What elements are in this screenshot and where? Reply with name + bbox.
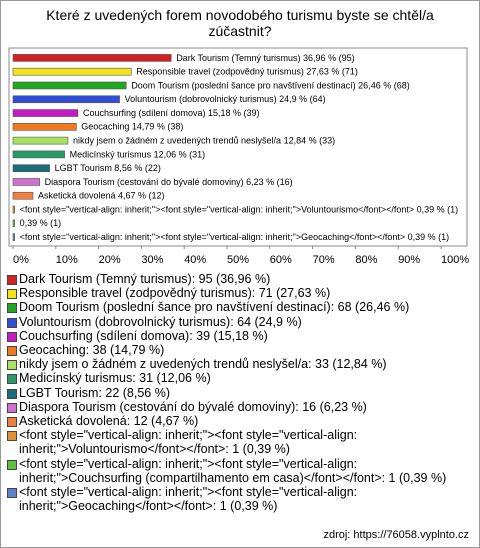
x-tick-label: 100% [441,254,469,266]
bar [12,81,127,90]
bar-label: LGBT Tourism 8,56 % (22) [55,163,161,173]
legend-label: <font style="vertical-align: inherit;"><… [19,485,358,514]
bar [12,233,15,241]
x-tick-label: 80% [355,254,377,266]
legend-swatch [7,402,17,413]
legend-item: Dark Tourism (Temný turismus): 95 (36,96… [7,272,469,286]
legend-item: Doom Tourism (poslední šance pro navštív… [7,300,469,314]
bar-label: Geocaching 14,79 % (38) [81,122,183,132]
bar-label: Asketická dovolená 4,67 % (12) [38,191,165,201]
bar-label: Voluntourism (dobrovolnický turismus) 24… [125,94,326,104]
x-tick-label: 60% [270,254,292,266]
legend-label: Asketická dovolená: 12 (4,67 %) [19,414,199,429]
bar [12,164,50,172]
bar [12,150,65,159]
source: zdroj: https://76058.vyplnto.cz [323,529,469,541]
legend-swatch [7,388,17,399]
plot-frame [8,47,468,247]
legend-label: Dark Tourism (Temný turismus): 95 (36,96… [19,272,271,286]
legend: Dark Tourism (Temný turismus): 95 (36,96… [7,272,469,513]
bar [12,95,120,104]
legend-item: <font style="vertical-align: inherit;"><… [7,428,469,456]
legend-swatch [7,317,17,328]
bar-label: <font style="vertical-align: inherit;"><… [20,204,459,214]
x-tick-label: 40% [184,254,206,266]
x-tick-label: 90% [398,254,420,266]
legend-item: Voluntourism (dobrovolnický turismus): 6… [7,315,469,329]
legend-label: Responsible travel (zodpovědný turismus)… [19,286,331,301]
bar [12,178,40,186]
legend-label: LGBT Tourism: 22 (8,56 %) [19,385,170,400]
bar-label: Doom Tourism (poslední šance pro navštív… [131,80,409,90]
bar [12,123,77,131]
bar-label: nikdy jsem o žádném z uvedených trendů n… [73,135,335,145]
legend-swatch [7,374,17,385]
x-tick-label: 20% [99,254,121,266]
legend-item: Responsible travel (zodpovědný turismus)… [7,286,469,300]
legend-label: Medicínský turismus: 31 (12,06 %) [19,371,211,386]
x-tick-label: 70% [313,254,335,266]
bar [12,109,79,117]
bar [12,219,15,228]
legend-swatch [7,417,17,428]
bar-label: Couchsurfing (sdílení domova) 15,18 % (3… [83,108,260,118]
legend-item: Geocaching: 38 (14,79 %) [7,343,469,357]
legend-label: Couchsurfing (sdílení domova): 39 (15,18… [19,328,268,343]
legend-swatch [7,431,17,442]
legend-label: Doom Tourism (poslední šance pro navštív… [19,300,410,315]
bar [12,205,15,214]
legend-item: <font style="vertical-align: inherit;"><… [7,485,469,513]
legend-label: Geocaching: 38 (14,79 %) [19,343,165,358]
legend-swatch [7,346,17,357]
legend-label: Diaspora Tourism (cestování do bývalé do… [19,399,367,414]
legend-swatch [7,289,17,300]
bar-label: Diaspora Tourism (cestování do bývalé do… [45,177,293,187]
bar [12,67,132,76]
legend-swatch [7,275,17,285]
bar-label: Dark Tourism (Temný turismus) 36,96 % (9… [176,53,354,63]
legend-item: Couchsurfing (sdílení domova): 39 (15,18… [7,329,469,343]
x-tick-label: 10% [56,254,78,266]
bar [12,191,34,200]
legend-item: Medicínský turismus: 31 (12,06 %) [7,371,469,385]
bar [12,54,172,62]
legend-item: <font style="vertical-align: inherit;"><… [7,457,469,485]
bar-label: <font style="vertical-align: inherit;"><… [20,232,450,242]
chart-title: Které z uvedených forem novodobého turis… [46,7,434,39]
legend-item: LGBT Tourism: 22 (8,56 %) [7,386,469,400]
legend-swatch [7,488,17,499]
x-tick-label: 0% [13,254,29,266]
bar-label: 0,39 % (1) [20,218,62,228]
legend-swatch [7,360,17,371]
legend-item: nikdy jsem o žádném z uvedených trendů n… [7,357,469,371]
x-tick-label: 30% [141,254,163,266]
legend-item: Asketická dovolená: 12 (4,67 %) [7,414,469,428]
legend-label: Voluntourism (dobrovolnický turismus): 6… [19,314,302,329]
bar-label: Responsible travel (zodpovědný turismus)… [136,67,358,77]
x-tick-label: 50% [227,254,249,266]
legend-swatch [7,303,17,314]
legend-label: <font style="vertical-align: inherit;"><… [19,456,447,485]
bar-label: Medicínský turismus 12,06 % (31) [70,149,206,159]
bar [12,136,69,145]
legend-swatch [7,331,17,342]
legend-swatch [7,459,17,470]
legend-item: Diaspora Tourism (cestování do bývalé do… [7,400,469,414]
legend-label: nikdy jsem o žádném z uvedených trendů n… [19,357,387,372]
legend-label: <font style="vertical-align: inherit;"><… [19,428,358,457]
plot: 0% 10% 20% 30% 40% 50% 60% 70% 80% 90% 100% Dark To… [8,47,469,266]
